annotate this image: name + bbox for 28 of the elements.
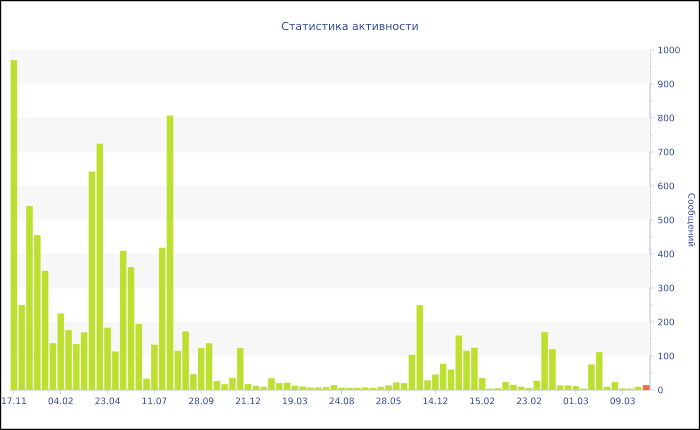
x-tick-label: 24.08	[330, 398, 354, 404]
bar	[642, 385, 650, 390]
x-tick-label: 28.05	[376, 398, 401, 404]
y-axis-title: Сообщений	[687, 193, 696, 246]
x-tick-label: 17.11	[2, 398, 26, 404]
y-tick-label: 300	[658, 284, 674, 292]
x-tick-label: 09.03	[610, 398, 635, 404]
x-tick-label: 23.04	[95, 398, 120, 404]
chart-title: Статистика активности	[282, 22, 418, 30]
x-tick-label: 11.07	[142, 398, 166, 404]
y-tick-label: 1000	[658, 46, 680, 54]
x-tick-label: 21.12	[236, 398, 260, 404]
x-tick-label: 04.02	[48, 398, 73, 404]
x-tick-label: 23.02	[516, 398, 541, 404]
x-tick-label: 28.09	[189, 398, 214, 404]
x-tick-label: 01.03	[564, 398, 588, 404]
x-tick-label: 15.02	[470, 398, 494, 404]
y-tick-label: 700	[658, 148, 674, 156]
x-tick-label: 14.12	[424, 398, 448, 404]
x-tick-label: 19.03	[283, 398, 307, 404]
y-tick-label: 0	[658, 386, 663, 394]
y-tick-label: 900	[658, 80, 674, 88]
y-tick-label: 800	[658, 114, 674, 122]
y-tick-label: 600	[658, 182, 674, 190]
y-tick-label: 400	[658, 250, 674, 258]
y-tick-label: 100	[658, 352, 674, 360]
y-tick-label: 500	[658, 216, 674, 224]
y-tick-label: 200	[658, 318, 674, 326]
